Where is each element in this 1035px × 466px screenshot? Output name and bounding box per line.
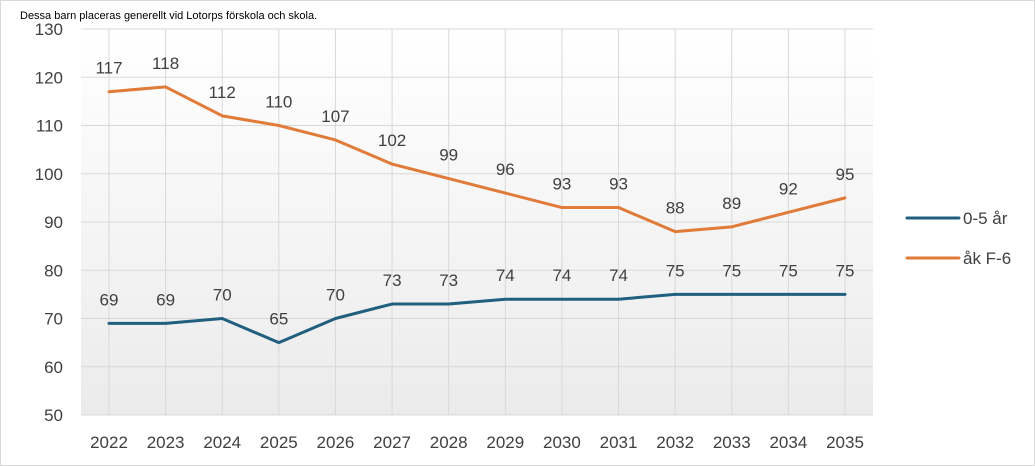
data-label: 70 (326, 286, 345, 305)
data-label: 74 (552, 266, 571, 285)
data-label: 110 (265, 93, 292, 112)
data-label: 107 (321, 107, 349, 126)
legend-label: åk F-6 (963, 249, 1011, 268)
data-label: 69 (100, 290, 119, 309)
x-tick-label: 2027 (373, 433, 411, 452)
data-label: 73 (439, 271, 458, 290)
data-label: 112 (209, 83, 236, 102)
data-label: 70 (213, 286, 232, 305)
data-label: 75 (666, 261, 685, 280)
data-label: 102 (378, 131, 406, 150)
y-tick-label: 100 (35, 165, 63, 184)
y-tick-label: 110 (36, 117, 63, 136)
y-tick-label: 90 (44, 213, 63, 232)
x-tick-label: 2024 (203, 433, 241, 452)
x-tick-label: 2032 (656, 433, 694, 452)
y-tick-label: 60 (44, 358, 63, 377)
data-label: 89 (722, 194, 741, 213)
y-tick-label: 80 (44, 261, 63, 280)
data-label: 99 (439, 146, 458, 165)
data-label: 92 (779, 179, 798, 198)
data-label: 73 (383, 271, 402, 290)
data-label: 75 (779, 261, 798, 280)
data-label: 93 (609, 175, 628, 194)
x-tick-label: 2029 (486, 433, 524, 452)
data-label: 74 (609, 266, 628, 285)
x-tick-label: 2026 (317, 433, 355, 452)
data-labels: 69 69 70 65 70 73 73 74 74 74 75 75 75 75 117 118 112 110… (95, 54, 854, 329)
x-tick-label: 2033 (713, 433, 751, 452)
x-tick-label: 2022 (90, 433, 128, 452)
legend: 0-5 år åk F-6 (905, 209, 1011, 268)
x-tick-label: 2025 (260, 433, 298, 452)
data-label: 96 (496, 160, 515, 179)
x-tick-label: 2034 (769, 433, 807, 452)
data-label: 88 (666, 199, 685, 218)
data-label: 93 (552, 175, 571, 194)
data-label: 75 (722, 261, 741, 280)
horizontal-gridlines (81, 28, 873, 416)
x-tick-label: 2031 (600, 433, 638, 452)
x-tick-label: 2023 (147, 433, 185, 452)
y-tick-label: 50 (44, 406, 63, 425)
data-label: 117 (95, 59, 122, 78)
data-label: 95 (836, 165, 855, 184)
data-label: 65 (269, 310, 288, 329)
chart-caption: Dessa barn placeras generellt vid Lotorp… (20, 10, 318, 22)
data-label: 69 (156, 290, 175, 309)
series-line-1 (107, 85, 847, 234)
x-tick-label: 2035 (826, 433, 864, 452)
data-label: 74 (496, 266, 515, 285)
legend-label: 0-5 år (963, 209, 1008, 228)
data-label: 75 (836, 261, 855, 280)
data-label: 118 (152, 54, 179, 73)
y-axis-ticks: 50 60 70 80 90 100 110 120 130 (35, 20, 63, 425)
y-tick-label: 120 (35, 68, 63, 87)
x-tick-label: 2028 (430, 433, 468, 452)
y-tick-label: 70 (44, 310, 63, 329)
x-tick-label: 2030 (543, 433, 581, 452)
y-tick-label: 130 (35, 20, 63, 39)
vertical-gridlines (108, 29, 846, 415)
x-axis-ticks: 2022 2023 2024 2025 2026 2027 2028 2029 2030 2031… (90, 433, 864, 452)
series-group (107, 85, 847, 345)
series-line-0 (107, 292, 847, 345)
